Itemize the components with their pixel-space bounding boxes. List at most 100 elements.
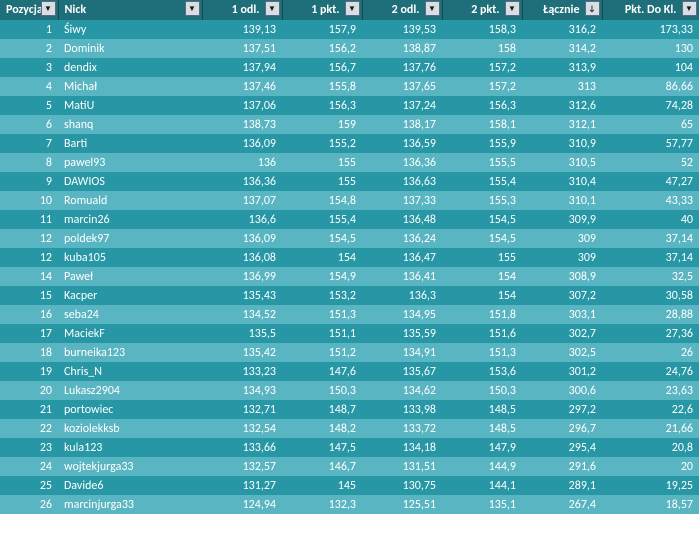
cell-2pkt: 155,4 xyxy=(442,172,522,191)
col-label: Nick xyxy=(65,3,87,17)
cell-2pkt: 154 xyxy=(442,286,522,305)
cell-nick: koziolekksb xyxy=(58,419,202,438)
filter-dropdown-icon[interactable]: ▼ xyxy=(425,1,440,16)
cell-1pkt: 147,6 xyxy=(282,362,362,381)
table-row: 12poldek97136,09154,5136,24154,530937,14 xyxy=(0,229,699,248)
col-label: Łącznie xyxy=(543,3,579,17)
cell-nick: Śiwy xyxy=(58,20,202,39)
cell-1odl: 133,23 xyxy=(202,362,282,381)
filter-dropdown-icon[interactable]: ▼ xyxy=(41,1,56,16)
cell-nick: marcinjurga33 xyxy=(58,495,202,514)
cell-nick: MaciekF xyxy=(58,324,202,343)
cell-2odl: 134,91 xyxy=(362,343,442,362)
col-2odl[interactable]: 2 odl. ▼ xyxy=(362,0,442,20)
table-row: 12kuba105136,08154136,4715530937,14 xyxy=(0,248,699,267)
table-row: 17MaciekF135,5151,1135,59151,6302,727,36 xyxy=(0,324,699,343)
cell-1pkt: 156,3 xyxy=(282,96,362,115)
table-row: 7Barti136,09155,2136,59155,9310,957,77 xyxy=(0,134,699,153)
cell-nick: burneika123 xyxy=(58,343,202,362)
cell-2odl: 130,75 xyxy=(362,476,442,495)
table-row: 8pawel93136155136,36155,5310,552 xyxy=(0,153,699,172)
cell-1odl: 136,09 xyxy=(202,134,282,153)
cell-2pkt: 158 xyxy=(442,39,522,58)
cell-2pkt: 153,6 xyxy=(442,362,522,381)
cell-1odl: 132,54 xyxy=(202,419,282,438)
cell-2odl: 137,33 xyxy=(362,191,442,210)
col-pozycja[interactable]: Pozycja ▼ xyxy=(0,0,58,20)
cell-1odl: 134,93 xyxy=(202,381,282,400)
cell-1odl: 136,09 xyxy=(202,229,282,248)
cell-sum: 291,6 xyxy=(522,457,602,476)
col-pkt-do-kl[interactable]: Pkt. Do Kl. ▼ xyxy=(602,0,699,20)
cell-1odl: 132,71 xyxy=(202,400,282,419)
cell-nick: kuba105 xyxy=(58,248,202,267)
cell-1odl: 136 xyxy=(202,153,282,172)
table-row: 2Dominik137,51156,2138,87158314,2130 xyxy=(0,39,699,58)
cell-1odl: 132,57 xyxy=(202,457,282,476)
cell-pos: 8 xyxy=(0,153,58,172)
cell-tokl: 65 xyxy=(602,115,699,134)
cell-2odl: 133,98 xyxy=(362,400,442,419)
cell-sum: 309 xyxy=(522,229,602,248)
cell-2odl: 134,18 xyxy=(362,438,442,457)
col-1pkt[interactable]: 1 pkt. ▼ xyxy=(282,0,362,20)
cell-sum: 300,6 xyxy=(522,381,602,400)
col-lacznie[interactable]: Łącznie ↓ xyxy=(522,0,602,20)
table-row: 16seba24134,52151,3134,95151,8303,128,88 xyxy=(0,305,699,324)
cell-2pkt: 155,3 xyxy=(442,191,522,210)
cell-sum: 310,1 xyxy=(522,191,602,210)
cell-pos: 20 xyxy=(0,381,58,400)
sort-desc-icon[interactable]: ↓ xyxy=(585,1,600,16)
table-row: 10Romuald137,07154,8137,33155,3310,143,3… xyxy=(0,191,699,210)
cell-2odl: 138,17 xyxy=(362,115,442,134)
cell-pos: 11 xyxy=(0,210,58,229)
cell-2pkt: 155,9 xyxy=(442,134,522,153)
col-label: Pkt. Do Kl. xyxy=(625,3,677,17)
cell-1pkt: 154,5 xyxy=(282,229,362,248)
col-label: 2 pkt. xyxy=(471,3,499,17)
cell-nick: poldek97 xyxy=(58,229,202,248)
cell-1pkt: 156,2 xyxy=(282,39,362,58)
col-2pkt[interactable]: 2 pkt. ▼ xyxy=(442,0,522,20)
cell-2pkt: 150,3 xyxy=(442,381,522,400)
cell-pos: 16 xyxy=(0,305,58,324)
cell-2pkt: 156,3 xyxy=(442,96,522,115)
col-nick[interactable]: Nick ▼ xyxy=(58,0,202,20)
filter-dropdown-icon[interactable]: ▼ xyxy=(345,1,360,16)
cell-2odl: 134,95 xyxy=(362,305,442,324)
cell-2pkt: 157,2 xyxy=(442,58,522,77)
table-row: 15Kacper135,43153,2136,3154307,230,58 xyxy=(0,286,699,305)
table-row: 26marcinjurga33124,94132,3125,51135,1267… xyxy=(0,495,699,514)
filter-dropdown-icon[interactable]: ▼ xyxy=(505,1,520,16)
cell-nick: portowiec xyxy=(58,400,202,419)
cell-nick: pawel93 xyxy=(58,153,202,172)
col-1odl[interactable]: 1 odl. ▼ xyxy=(202,0,282,20)
cell-nick: dendix xyxy=(58,58,202,77)
cell-tokl: 24,76 xyxy=(602,362,699,381)
filter-dropdown-icon[interactable]: ▼ xyxy=(185,1,200,16)
cell-sum: 301,2 xyxy=(522,362,602,381)
cell-tokl: 30,58 xyxy=(602,286,699,305)
cell-tokl: 130 xyxy=(602,39,699,58)
cell-1odl: 138,73 xyxy=(202,115,282,134)
cell-2odl: 137,76 xyxy=(362,58,442,77)
cell-nick: Lukasz2904 xyxy=(58,381,202,400)
cell-sum: 316,2 xyxy=(522,20,602,39)
cell-nick: Davide6 xyxy=(58,476,202,495)
filter-dropdown-icon[interactable]: ▼ xyxy=(265,1,280,16)
table-row: 4Michał137,46155,8137,65157,231386,66 xyxy=(0,77,699,96)
cell-1odl: 124,94 xyxy=(202,495,282,514)
cell-1pkt: 151,1 xyxy=(282,324,362,343)
cell-2odl: 134,62 xyxy=(362,381,442,400)
cell-pos: 5 xyxy=(0,96,58,115)
cell-pos: 12 xyxy=(0,229,58,248)
cell-2odl: 136,59 xyxy=(362,134,442,153)
filter-dropdown-icon[interactable]: ▼ xyxy=(682,1,697,16)
cell-nick: kula123 xyxy=(58,438,202,457)
cell-tokl: 74,28 xyxy=(602,96,699,115)
cell-pos: 18 xyxy=(0,343,58,362)
cell-tokl: 22,6 xyxy=(602,400,699,419)
cell-2odl: 138,87 xyxy=(362,39,442,58)
cell-nick: shanq xyxy=(58,115,202,134)
cell-1odl: 135,43 xyxy=(202,286,282,305)
